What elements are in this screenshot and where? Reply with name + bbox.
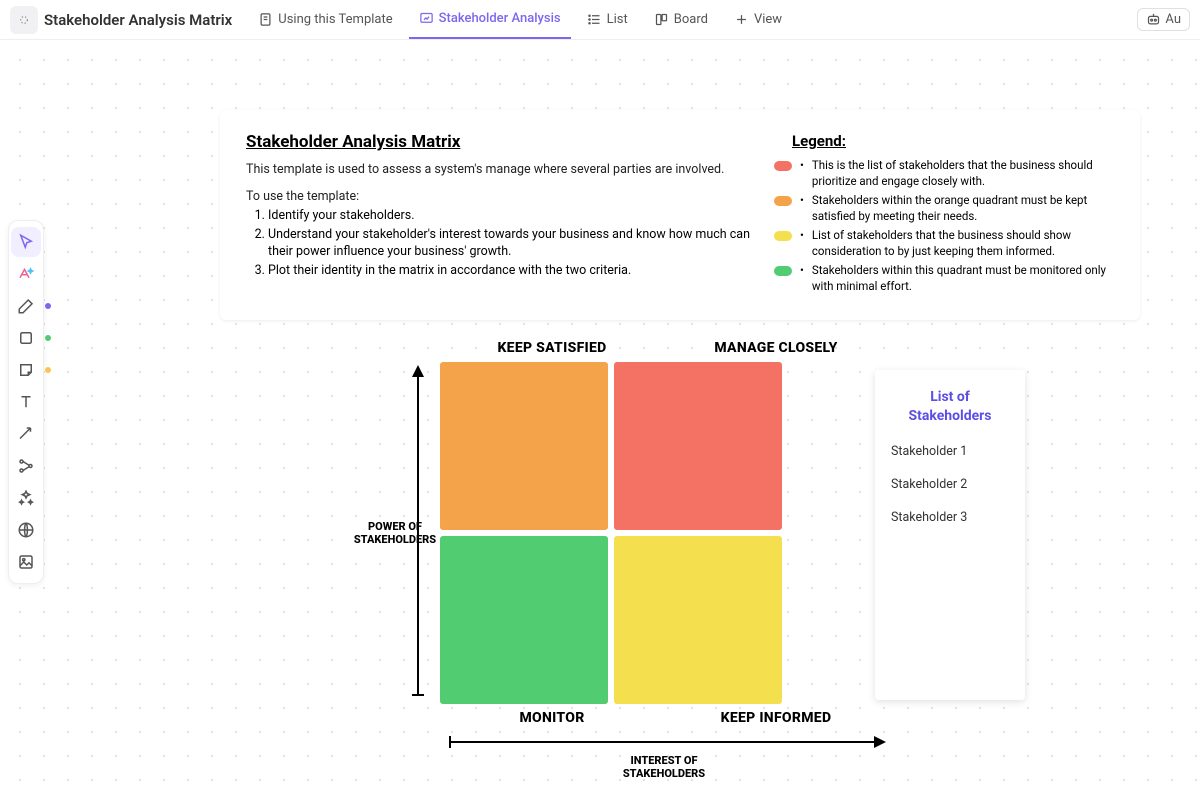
quad-label-top-left: KEEP SATISFIED bbox=[440, 340, 664, 362]
info-card[interactable]: Stakeholder Analysis Matrix This templat… bbox=[220, 110, 1140, 320]
quadrant-keep-satisfied[interactable] bbox=[440, 362, 608, 530]
tool-web[interactable] bbox=[11, 515, 41, 545]
drawing-toolbar bbox=[8, 220, 44, 584]
tool-magic[interactable] bbox=[11, 483, 41, 513]
x-axis-label-1: INTEREST OF bbox=[631, 754, 698, 767]
quad-label-top-right: MANAGE CLOSELY bbox=[664, 340, 888, 362]
steps-list: Identify your stakeholders. Understand y… bbox=[246, 208, 756, 280]
automation-label: Au bbox=[1165, 12, 1181, 27]
top-axis-labels: KEEP SATISFIED MANAGE CLOSELY bbox=[440, 340, 888, 362]
legend-title: Legend: bbox=[792, 132, 1114, 150]
quadrant-manage-closely[interactable] bbox=[614, 362, 782, 530]
stakeholder-item[interactable]: Stakeholder 1 bbox=[891, 444, 1009, 459]
y-axis-arrow-icon bbox=[408, 363, 428, 703]
whiteboard-canvas[interactable]: Stakeholder Analysis Matrix This templat… bbox=[0, 40, 1200, 800]
sticky-color-indicator bbox=[45, 367, 51, 373]
legend-swatch-green bbox=[774, 266, 792, 276]
y-axis: POWER OF STAKEHOLDERS bbox=[350, 363, 440, 703]
tool-shape[interactable] bbox=[11, 323, 41, 353]
tool-cursor[interactable] bbox=[11, 227, 41, 257]
legend-text: Stakeholders within the orange quadrant … bbox=[812, 193, 1114, 224]
tab-label: Stakeholder Analysis bbox=[439, 11, 561, 26]
legend-section: Legend: • This is the list of stakeholde… bbox=[756, 132, 1114, 298]
list-card-title: List of Stakeholders bbox=[891, 388, 1009, 426]
legend-text: List of stakeholders that the business s… bbox=[812, 228, 1114, 259]
top-toolbar: Stakeholder Analysis Matrix Using this T… bbox=[0, 0, 1200, 40]
stakeholder-item[interactable]: Stakeholder 2 bbox=[891, 477, 1009, 492]
tab-using-template[interactable]: Using this Template bbox=[248, 0, 402, 39]
legend-item-red: • This is the list of stakeholders that … bbox=[774, 158, 1114, 189]
tab-label: Using this Template bbox=[278, 12, 392, 27]
quadrant-grid bbox=[440, 362, 782, 704]
step-item: Understand your stakeholder's interest t… bbox=[268, 227, 756, 261]
stakeholder-list-card[interactable]: List of Stakeholders Stakeholder 1 Stake… bbox=[875, 370, 1025, 700]
tool-relation[interactable] bbox=[11, 451, 41, 481]
legend-swatch-yellow bbox=[774, 231, 792, 241]
legend-item-orange: • Stakeholders within the orange quadran… bbox=[774, 193, 1114, 224]
tool-sticky[interactable] bbox=[11, 355, 41, 385]
automation-button[interactable]: Au bbox=[1137, 8, 1190, 31]
x-axis-arrow-icon bbox=[440, 732, 888, 752]
tab-label: Board bbox=[674, 12, 708, 27]
matrix-diagram[interactable]: KEEP SATISFIED MANAGE CLOSELY POWER OF S… bbox=[350, 340, 888, 780]
tool-connector[interactable] bbox=[11, 419, 41, 449]
legend-item-green: • Stakeholders within this quadrant must… bbox=[774, 263, 1114, 294]
card-title: Stakeholder Analysis Matrix bbox=[246, 132, 756, 152]
tool-image[interactable] bbox=[11, 547, 41, 577]
intro-text: This template is used to assess a system… bbox=[246, 162, 756, 177]
pen-color-indicator bbox=[45, 303, 51, 309]
tool-pen[interactable] bbox=[11, 291, 41, 321]
x-axis-label-2: STAKEHOLDERS bbox=[623, 767, 705, 780]
page-title: Stakeholder Analysis Matrix bbox=[44, 11, 232, 29]
legend-swatch-red bbox=[774, 161, 792, 171]
tool-ai[interactable] bbox=[11, 259, 41, 289]
quadrant-keep-informed[interactable] bbox=[614, 536, 782, 704]
add-view-button[interactable]: View bbox=[724, 0, 792, 39]
legend-text: This is the list of stakeholders that th… bbox=[812, 158, 1114, 189]
quadrant-monitor[interactable] bbox=[440, 536, 608, 704]
tab-stakeholder-analysis[interactable]: Stakeholder Analysis bbox=[409, 0, 571, 39]
legend-text: Stakeholders within this quadrant must b… bbox=[812, 263, 1114, 294]
tool-text[interactable] bbox=[11, 387, 41, 417]
shape-color-indicator bbox=[45, 335, 51, 341]
bottom-axis-labels: MONITOR KEEP INFORMED bbox=[440, 710, 888, 726]
intro-section: Stakeholder Analysis Matrix This templat… bbox=[246, 132, 756, 298]
step-item: Identify your stakeholders. bbox=[268, 208, 756, 225]
stakeholder-item[interactable]: Stakeholder 3 bbox=[891, 510, 1009, 525]
add-view-label: View bbox=[754, 12, 782, 27]
tab-list[interactable]: List bbox=[577, 0, 638, 39]
x-axis: INTEREST OF STAKEHOLDERS bbox=[440, 732, 888, 780]
legend-item-yellow: • List of stakeholders that the business… bbox=[774, 228, 1114, 259]
tab-board[interactable]: Board bbox=[644, 0, 718, 39]
workspace-icon[interactable] bbox=[10, 6, 38, 34]
howto-heading: To use the template: bbox=[246, 189, 756, 204]
quad-label-bot-right: KEEP INFORMED bbox=[664, 710, 888, 726]
tab-label: List bbox=[607, 12, 628, 27]
step-item: Plot their identity in the matrix in acc… bbox=[268, 263, 756, 280]
legend-swatch-orange bbox=[774, 196, 792, 206]
quad-label-bot-left: MONITOR bbox=[440, 710, 664, 726]
